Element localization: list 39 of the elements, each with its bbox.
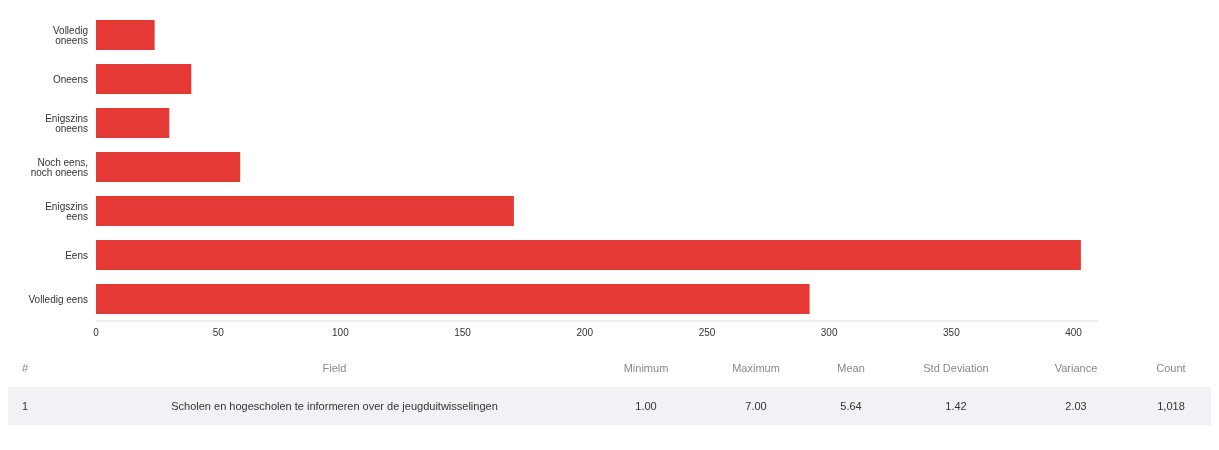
y-tick-label: Enigszins oneens	[45, 112, 88, 134]
x-tick-label: 300	[820, 327, 838, 339]
bar	[96, 20, 155, 50]
y-tick-label: Volledig oneens	[52, 24, 88, 46]
bar	[96, 240, 1081, 270]
text: Scholen en hogescholen te informeren over de jeugduitwisselingen	[170, 400, 499, 412]
y-tick-label: Enigszins eens	[45, 200, 88, 222]
text: 5.64	[839, 400, 863, 412]
text: Maximum	[731, 362, 781, 374]
bar	[96, 108, 170, 138]
text: Std Deviation	[922, 362, 990, 374]
y-tick-label: Noch eens, noch oneens	[30, 156, 88, 178]
text: 1,018	[1156, 400, 1186, 412]
text: Variance	[1053, 362, 1099, 374]
text: #	[21, 362, 30, 374]
text: 1	[21, 400, 30, 412]
text: Field	[321, 362, 348, 374]
x-tick-label: 150	[454, 327, 472, 339]
text: Count	[1155, 362, 1187, 374]
bar	[96, 152, 241, 182]
y-tick-label: Oneens	[52, 73, 88, 85]
bar	[96, 64, 192, 94]
bar	[96, 196, 514, 226]
text: 2.03	[1064, 400, 1088, 412]
bar	[96, 284, 810, 314]
text: 7.00	[744, 400, 768, 412]
y-tick-label: Volledig eens	[28, 293, 88, 305]
y-tick-label: Eens	[65, 249, 88, 261]
text: 1.00	[634, 400, 658, 412]
x-tick-label: 350	[943, 327, 961, 339]
text: 1.42	[944, 400, 968, 412]
x-tick-label: 50	[212, 327, 225, 339]
x-tick-label: 100	[332, 327, 350, 339]
x-tick-label: 0	[93, 327, 100, 339]
x-tick-label: 250	[698, 327, 716, 339]
x-tick-label: 200	[576, 327, 594, 339]
text: Mean	[836, 362, 866, 374]
x-tick-label: 400	[1065, 327, 1083, 339]
text: Minimum	[622, 362, 670, 374]
